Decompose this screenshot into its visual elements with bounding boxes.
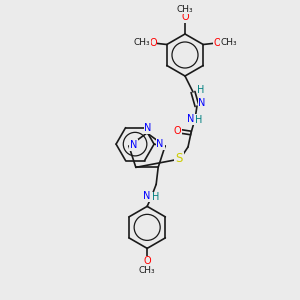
Text: N: N [198,98,206,108]
Text: CH₃: CH₃ [177,4,193,14]
Text: N: N [144,123,152,133]
Text: O: O [173,126,181,136]
Text: O: O [143,256,151,266]
Text: H: H [195,115,203,125]
Text: H: H [152,192,160,203]
Text: N: N [130,140,138,150]
Text: N: N [187,114,195,124]
Text: N: N [143,191,151,201]
Text: CH₃: CH₃ [221,38,238,47]
Text: O: O [149,38,157,47]
Text: CH₃: CH₃ [134,38,150,47]
Text: CH₃: CH₃ [139,266,155,275]
Text: S: S [175,152,183,166]
Text: O: O [213,38,221,47]
Text: N: N [156,139,164,149]
Text: O: O [181,12,189,22]
Text: H: H [197,85,205,95]
